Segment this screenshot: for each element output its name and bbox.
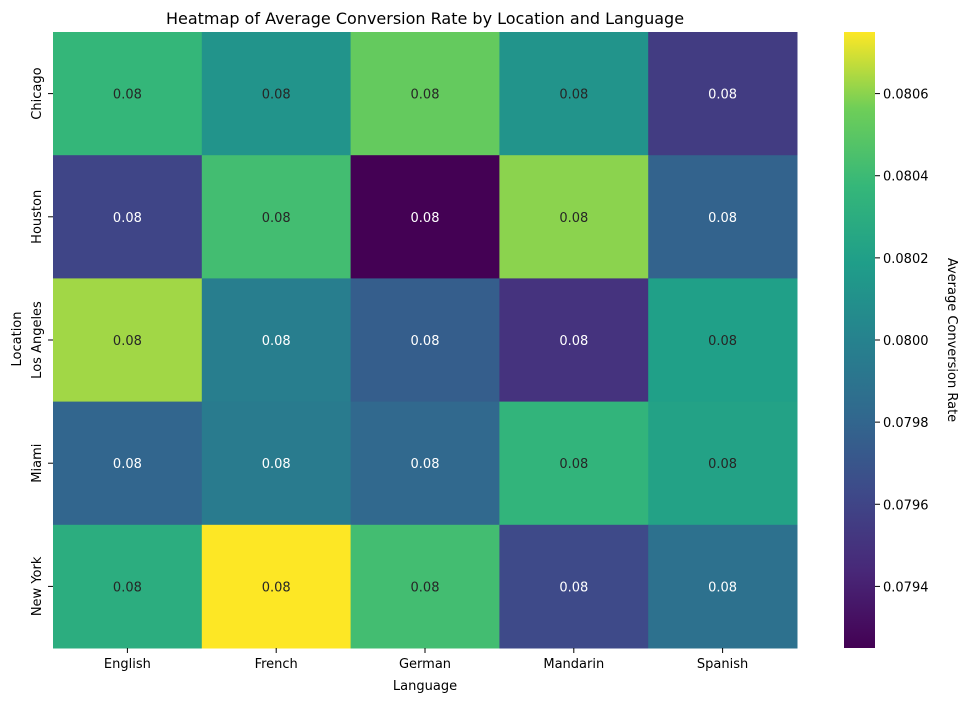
cell-value-label: 0.08: [113, 211, 142, 226]
heatmap-cell: [499, 32, 649, 156]
cell-value-label: 0.08: [559, 88, 588, 103]
cell-value-label: 0.08: [113, 334, 142, 349]
cell-value-label: 0.08: [113, 457, 142, 472]
cell-value-label: 0.08: [411, 88, 440, 103]
cell-value-label: 0.08: [411, 580, 440, 595]
cell-value-label: 0.08: [262, 457, 291, 472]
heatmap-cells: [53, 32, 798, 649]
colorbar-tick-label: 0.0796: [883, 498, 929, 513]
heatmap-cell: [350, 524, 500, 649]
cell-value-label: 0.08: [559, 211, 588, 226]
cell-value-label: 0.08: [411, 457, 440, 472]
cell-value-label: 0.08: [708, 334, 737, 349]
cell-value-label: 0.08: [113, 88, 142, 103]
cell-value-label: 0.08: [411, 211, 440, 226]
colorbar-ticks: 0.0794 0.0796 0.0798 0.0800 0.0802 0.0804 0.08…: [875, 88, 929, 595]
colorbar: [844, 32, 875, 648]
cell-value-label: 0.08: [113, 580, 142, 595]
x-axis-label: Language: [393, 679, 457, 694]
heatmap-cell: [53, 32, 203, 156]
colorbar-tick-label: 0.0804: [883, 170, 929, 185]
heatmap-cell: [201, 524, 352, 649]
colorbar-tick-label: 0.0800: [883, 334, 929, 349]
heatmap-cell: [350, 155, 500, 279]
colorbar-tick-label: 0.0798: [883, 416, 929, 431]
colorbar-label: Average Conversion Rate: [944, 258, 959, 422]
cell-value-label: 0.08: [708, 580, 737, 595]
heatmap-cell: [499, 524, 649, 649]
cell-value-label: 0.08: [708, 88, 737, 103]
colorbar-tick-label: 0.0802: [883, 252, 929, 267]
heatmap-cell: [201, 32, 352, 156]
heatmap-cell: [648, 401, 798, 526]
x-tick-label: Spanish: [697, 657, 748, 672]
heatmap-cell: [53, 278, 203, 403]
y-tick-label: Houston: [30, 190, 45, 244]
heatmap-cell: [499, 401, 649, 526]
y-tick-label: Los Angeles: [30, 301, 45, 379]
heatmap-cell: [350, 401, 500, 526]
cell-value-label: 0.08: [262, 88, 291, 103]
colorbar-tick-label: 0.0794: [883, 580, 929, 595]
heatmap-cell: [499, 278, 649, 403]
heatmap-cell: [499, 155, 649, 279]
cell-value-label: 0.08: [559, 457, 588, 472]
heatmap-cell-labels: 0.08 0.08 0.08 0.08 0.08 0.08 0.08 0.08 0.08 0.08…: [113, 88, 737, 596]
chart-title: Heatmap of Average Conversion Rate by Lo…: [166, 9, 684, 28]
x-tick-label: German: [399, 657, 451, 672]
cell-value-label: 0.08: [411, 334, 440, 349]
heatmap-cell: [350, 278, 500, 403]
cell-value-label: 0.08: [262, 580, 291, 595]
cell-value-label: 0.08: [559, 580, 588, 595]
heatmap-cell: [201, 155, 352, 279]
heatmap-cell: [648, 278, 798, 403]
y-tick-label: Chicago: [30, 67, 45, 119]
x-tick-label: Mandarin: [543, 657, 604, 672]
heatmap-cell: [201, 401, 352, 526]
y-axis: Chicago Houston Los Angeles Miami New York: [30, 67, 53, 616]
cell-value-label: 0.08: [708, 457, 737, 472]
x-tick-label: French: [255, 657, 298, 672]
heatmap-cell: [350, 32, 500, 156]
cell-value-label: 0.08: [262, 211, 291, 226]
x-axis: English French German Mandarin Spanish: [104, 648, 748, 672]
y-axis-label: Location: [10, 312, 25, 367]
heatmap-cell: [53, 524, 203, 649]
heatmap-cell: [648, 524, 798, 649]
heatmap-cell: [201, 278, 352, 403]
heatmap-cell: [53, 155, 203, 279]
cell-value-label: 0.08: [708, 211, 737, 226]
heatmap-cell: [648, 32, 798, 156]
y-tick-label: New York: [30, 556, 45, 616]
heatmap-cell: [648, 155, 798, 279]
colorbar-tick-label: 0.0806: [883, 88, 929, 103]
cell-value-label: 0.08: [262, 334, 291, 349]
cell-value-label: 0.08: [559, 334, 588, 349]
heatmap-cell: [53, 401, 203, 526]
x-tick-label: English: [104, 657, 151, 672]
y-tick-label: Miami: [30, 444, 45, 483]
